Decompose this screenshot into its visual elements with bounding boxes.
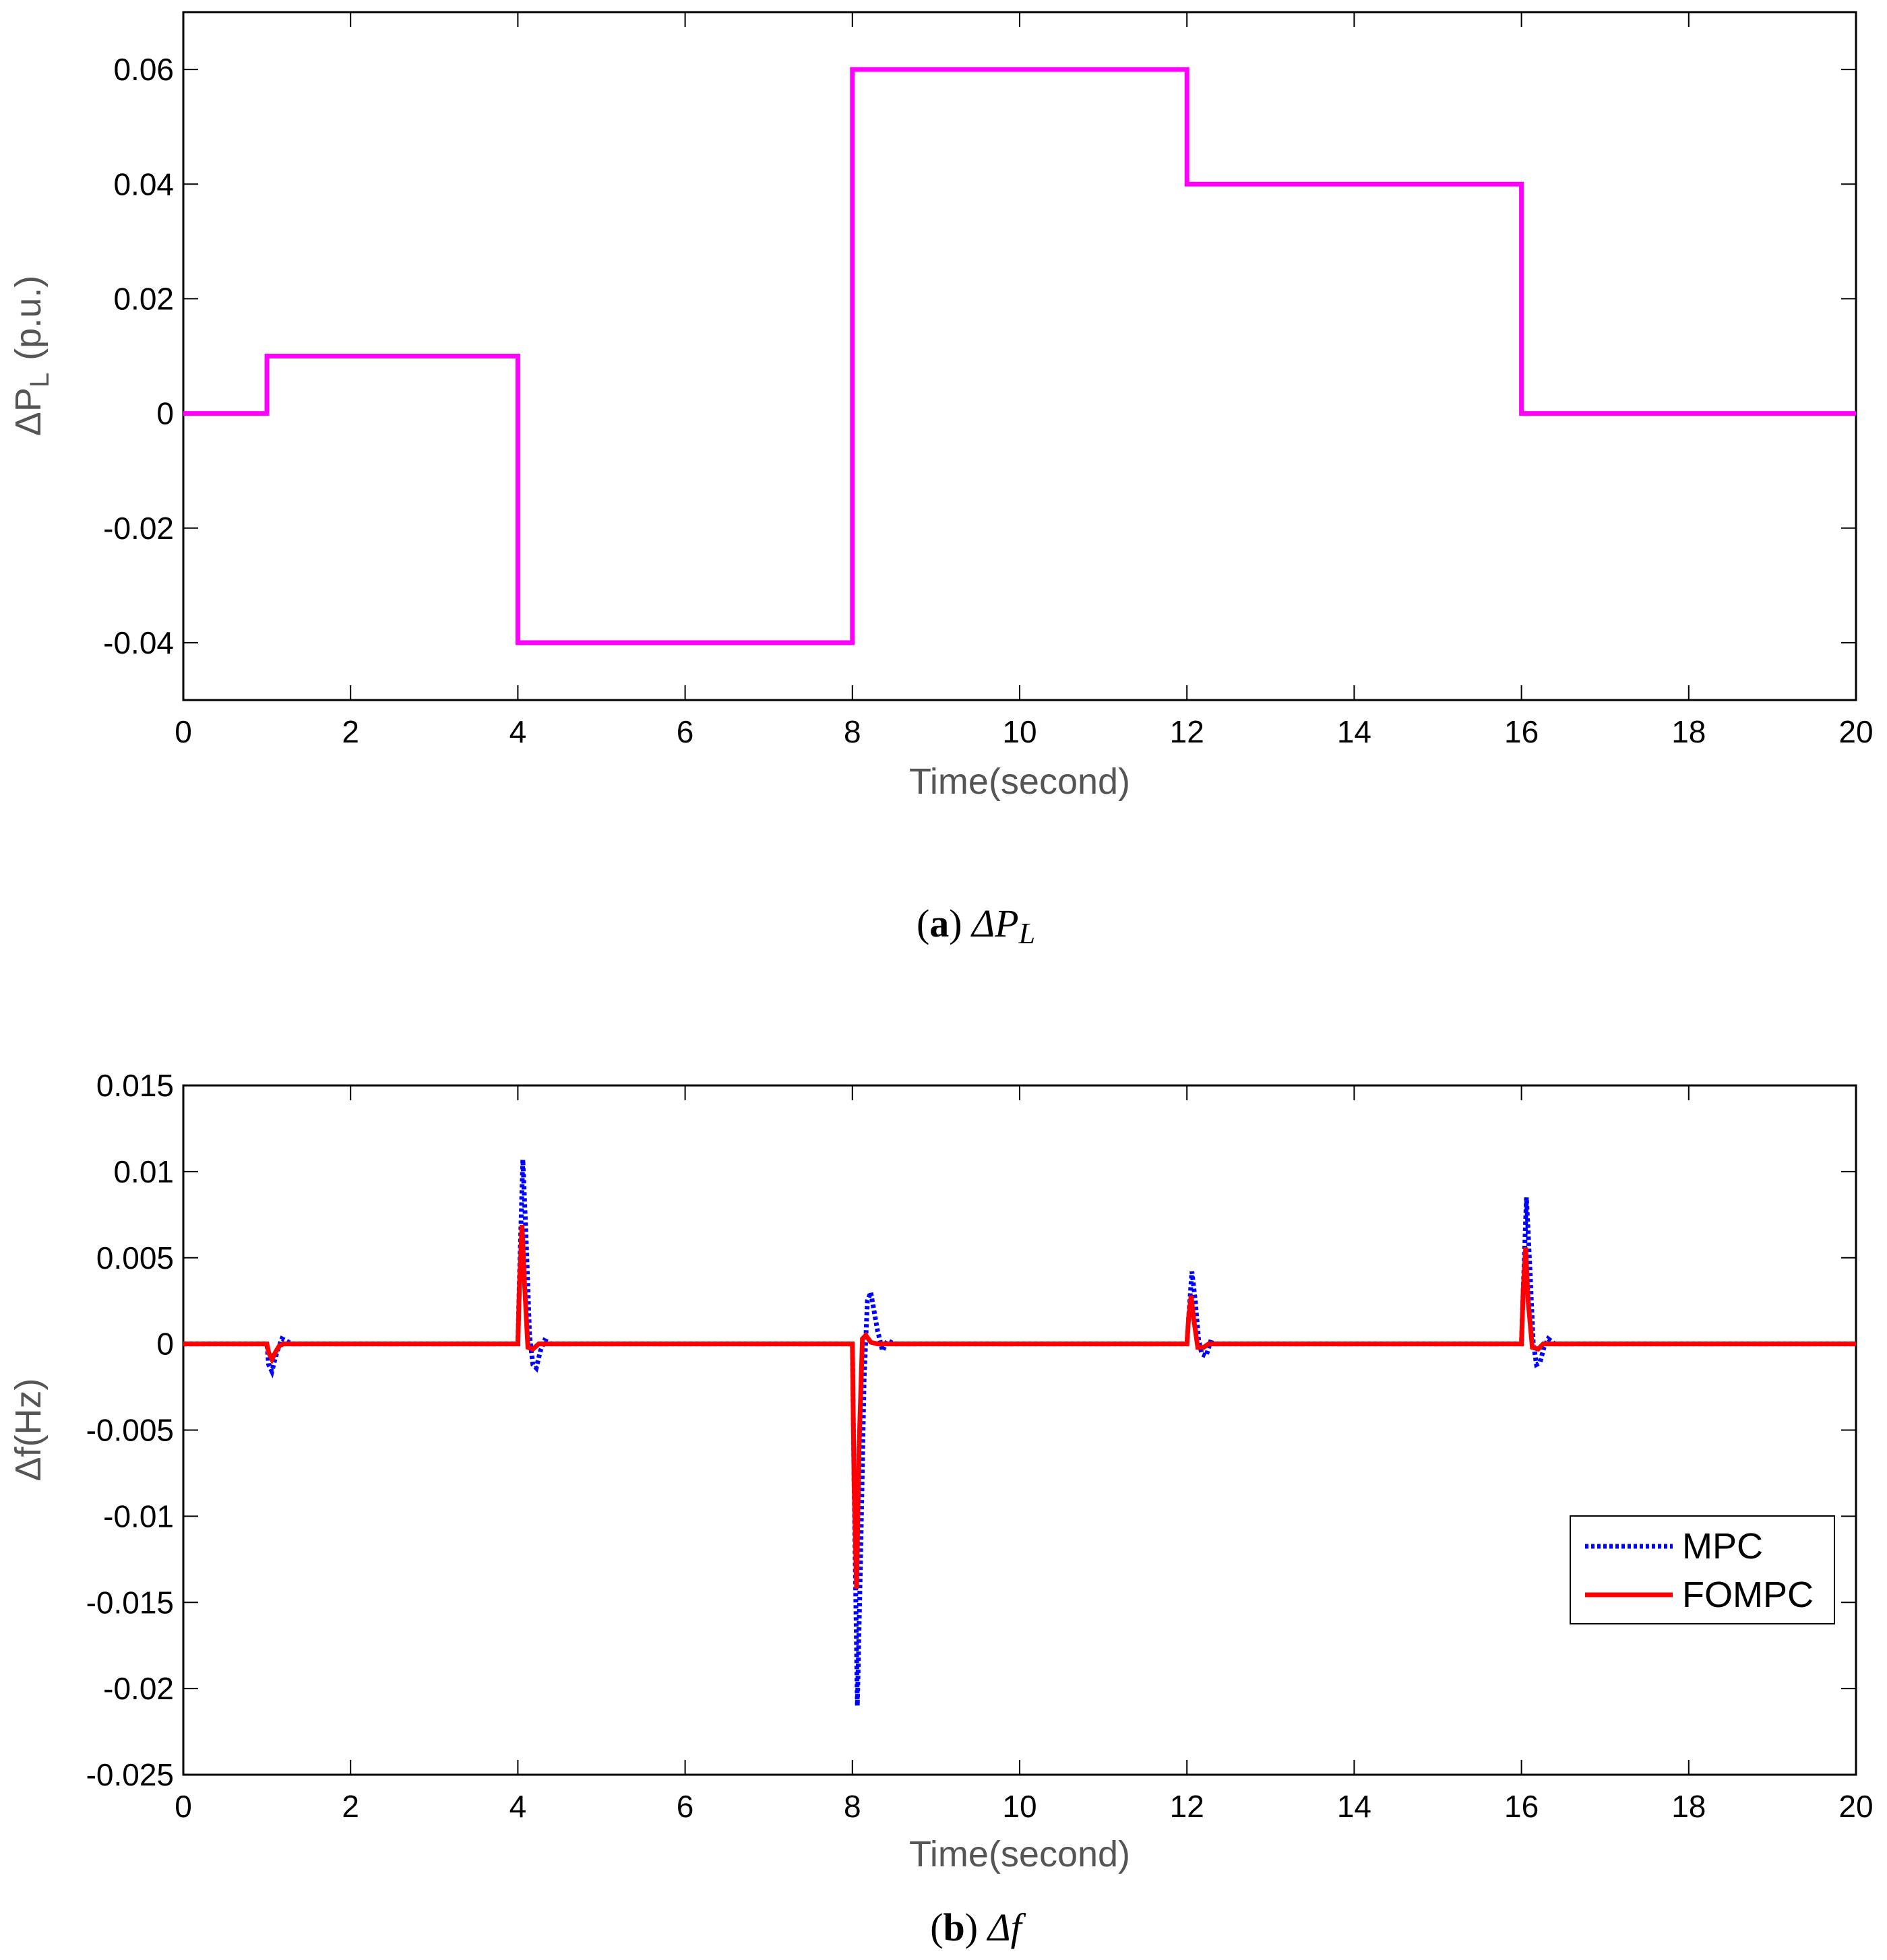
panel-a-x-tick-label: 16 xyxy=(1504,714,1539,749)
panel-b-y-tick-label: 0 xyxy=(156,1327,174,1362)
panel-b-x-tick-label: 10 xyxy=(1002,1789,1037,1824)
panel-b-x-tick-label: 20 xyxy=(1838,1789,1873,1824)
panel-b-x-tick-label: 12 xyxy=(1170,1789,1204,1824)
panel-a-x-tick-label: 20 xyxy=(1838,714,1873,749)
panel-a-y-tick-label: 0.06 xyxy=(113,52,174,87)
panel-b-x-axis-label: Time(second) xyxy=(909,1834,1130,1874)
panel-a-x-tick-label: 0 xyxy=(175,714,192,749)
panel-a-y-tick-label: -0.04 xyxy=(103,625,174,660)
panel-a-series xyxy=(183,67,1856,645)
legend-box xyxy=(1570,1515,1835,1624)
panel-b-x-tick-label: 14 xyxy=(1337,1789,1371,1824)
panel-b-x-tick-label: 2 xyxy=(342,1789,359,1824)
panel-b-series xyxy=(183,1159,1856,1706)
panel-a-x-tick-label: 12 xyxy=(1170,714,1204,749)
panel-b-y-tick-label: -0.025 xyxy=(86,1757,174,1792)
panel-b-x-tick-label: 6 xyxy=(677,1789,694,1824)
panel-a-y-tick-label: 0.04 xyxy=(113,166,174,201)
panel-b-y-tick-label: -0.01 xyxy=(103,1498,174,1534)
panel-a-x-axis-label: Time(second) xyxy=(909,761,1130,802)
panel-b-ticks: 0 2 4 6 8 10 12 14 16 18 20 -0.025 -0.02 -0.015 -0.01 -… xyxy=(86,1068,1874,1824)
panel-a-x-tick-label: 10 xyxy=(1002,714,1037,749)
panel-b-x-tick-label: 18 xyxy=(1671,1789,1706,1824)
panel-b-x-tick-label: 0 xyxy=(175,1789,192,1824)
panel-b-y-tick-label: 0.015 xyxy=(96,1068,174,1103)
panel-a-x-tick-label: 6 xyxy=(677,714,694,749)
panel-b-y-tick-label: 0.005 xyxy=(96,1240,174,1275)
panel-a-y-tick-label: 0 xyxy=(156,396,174,431)
panel-a-x-tick-label: 18 xyxy=(1671,714,1706,749)
panel-b-y-tick-label: 0.01 xyxy=(113,1154,174,1189)
panel-b-y-tick-label: -0.015 xyxy=(86,1585,174,1620)
panel-a-x-tick-label: 4 xyxy=(509,714,527,749)
panel-a-x-tick-label: 14 xyxy=(1337,714,1371,749)
panel-b-y-tick-label: -0.02 xyxy=(103,1671,174,1706)
panel-a-x-tick-label: 2 xyxy=(342,714,359,749)
panel-b-series-fompc xyxy=(183,1225,1856,1589)
panel-b-plot-frame xyxy=(182,1084,1857,1776)
panel-b-x-tick-label: 4 xyxy=(509,1789,527,1824)
panel-b-y-tick-label: -0.005 xyxy=(86,1413,174,1448)
panel-b-x-tick-label: 16 xyxy=(1504,1789,1539,1824)
panel-a-series--pl xyxy=(183,67,1856,645)
panel-b-y-axis-label: Δf(Hz) xyxy=(8,1378,49,1481)
legend-label-mpc: MPC xyxy=(1682,1526,1763,1567)
panel-a-y-tick-label: -0.02 xyxy=(103,511,174,546)
legend-label-fompc: FOMPC xyxy=(1682,1575,1814,1615)
panel-b-chart: 0 2 4 6 8 10 12 14 16 18 20 -0.025 -0.02 -0.015 -0.01 -… xyxy=(8,1068,1874,1949)
panel-a-y-axis-label: ΔPL(p.u.) xyxy=(8,276,55,436)
panel-a-y-tick-label: 0.02 xyxy=(113,281,174,316)
panel-a-ticks: 0 2 4 6 8 10 12 14 16 18 20 -0.04 -0.02 0 0.02 0.04 0.06 xyxy=(103,12,1874,749)
panel-a-caption: (a) ΔPL xyxy=(917,902,1035,950)
panel-a-x-tick-label: 8 xyxy=(844,714,861,749)
panel-b-x-tick-label: 8 xyxy=(844,1789,861,1824)
panel-b-caption: (b) Δf xyxy=(930,1905,1026,1949)
panel-a-chart: 0 2 4 6 8 10 12 14 16 18 20 -0.04 -0.02 0 0.02 0.04 0.06… xyxy=(8,11,1874,950)
panel-b-legend: MPC FOMPC xyxy=(1570,1515,1835,1624)
